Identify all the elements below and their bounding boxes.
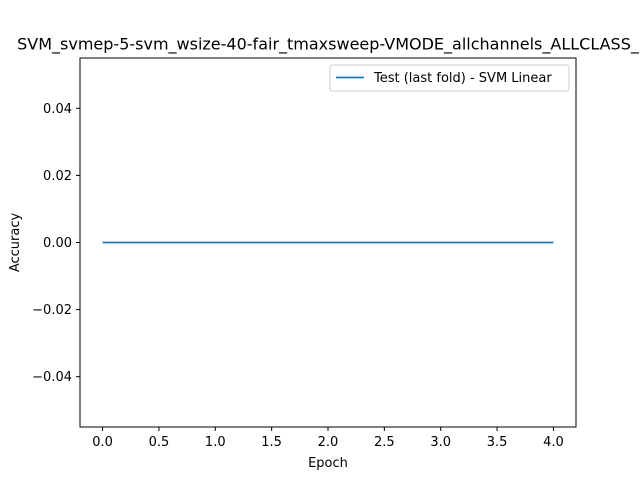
legend-box <box>329 64 570 92</box>
y-tick-label: 0.00 <box>43 236 72 251</box>
y-tick-label: 0.02 <box>43 169 72 184</box>
y-tick-label: −0.02 <box>32 303 72 318</box>
legend-entry-label: Test (last fold) - SVM Linear <box>373 71 552 86</box>
x-tick-label: 4.0 <box>543 435 564 450</box>
x-tick-label: 3.0 <box>430 435 451 450</box>
x-tick-label: 3.5 <box>487 435 508 450</box>
y-axis-ticks: −0.04 −0.02 0.00 0.02 0.04 <box>32 102 80 385</box>
x-tick-label: 0.5 <box>149 435 170 450</box>
legend: Test (last fold) - SVM Linear <box>329 64 570 92</box>
x-axis-ticks: 0.0 0.5 1.0 1.5 2.0 2.5 3.0 3.5 4.0 <box>92 427 564 450</box>
x-tick-label: 1.0 <box>205 435 226 450</box>
x-tick-label: 0.0 <box>92 435 113 450</box>
x-tick-label: 2.0 <box>318 435 339 450</box>
x-axis-label: Epoch <box>308 456 348 471</box>
chart-title: SVM_svmep-5-svm_wsize-40-fair_tmaxsweep-… <box>17 35 640 55</box>
y-tick-label: 0.04 <box>43 102 72 117</box>
x-tick-label: 1.5 <box>261 435 282 450</box>
y-tick-label: −0.04 <box>32 370 72 385</box>
y-axis-label: Accuracy <box>8 213 23 273</box>
x-tick-label: 2.5 <box>374 435 395 450</box>
